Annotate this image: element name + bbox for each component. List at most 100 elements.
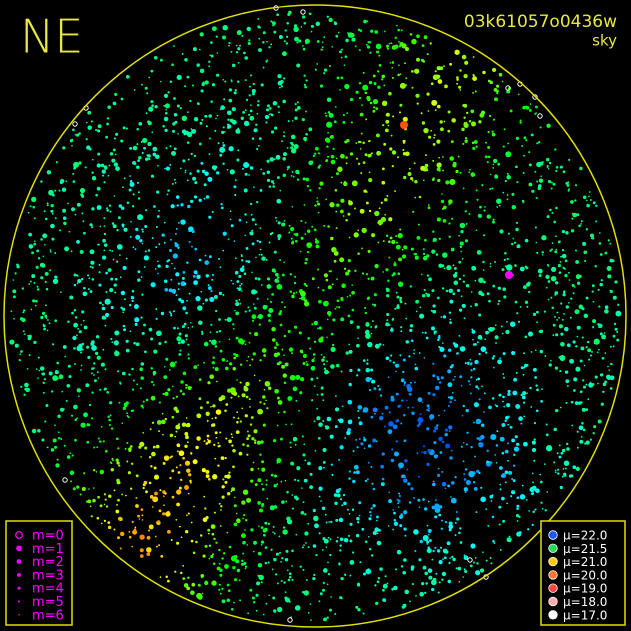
star xyxy=(599,373,604,377)
star xyxy=(341,48,344,51)
star xyxy=(300,219,303,223)
star xyxy=(518,416,523,421)
star xyxy=(246,437,250,440)
star xyxy=(153,55,158,60)
star xyxy=(227,126,230,129)
star xyxy=(400,29,403,32)
star xyxy=(354,269,357,272)
star xyxy=(131,299,134,303)
star xyxy=(405,77,408,80)
star xyxy=(256,297,259,300)
star xyxy=(216,73,220,77)
star xyxy=(365,273,369,276)
star xyxy=(219,108,222,111)
star xyxy=(506,257,509,261)
star xyxy=(422,255,428,261)
star xyxy=(600,402,604,406)
star-field xyxy=(9,5,622,623)
star xyxy=(468,171,471,174)
star xyxy=(506,321,508,323)
star xyxy=(421,582,425,586)
star xyxy=(597,382,599,385)
star xyxy=(277,276,280,279)
star xyxy=(195,540,198,544)
star xyxy=(147,141,152,147)
star xyxy=(163,93,169,99)
star xyxy=(497,286,501,290)
star xyxy=(283,381,287,385)
star xyxy=(70,138,74,142)
star xyxy=(443,409,446,412)
star xyxy=(417,475,420,478)
star xyxy=(236,30,242,36)
star xyxy=(598,326,600,329)
star xyxy=(361,104,363,106)
star xyxy=(150,395,156,401)
star xyxy=(262,304,268,310)
star xyxy=(405,317,408,320)
star xyxy=(616,331,619,333)
star xyxy=(187,158,190,161)
star xyxy=(437,104,441,109)
star xyxy=(539,480,543,484)
star xyxy=(251,596,255,600)
magnitude-label: m=0 xyxy=(32,529,64,544)
star xyxy=(449,557,451,559)
star xyxy=(277,606,283,613)
star xyxy=(327,285,332,290)
star xyxy=(193,117,199,122)
star xyxy=(248,113,251,116)
star xyxy=(218,502,221,505)
star xyxy=(82,220,85,223)
star xyxy=(607,365,609,368)
star xyxy=(322,356,326,359)
star xyxy=(74,316,78,319)
star xyxy=(457,288,461,293)
star xyxy=(244,529,246,531)
star xyxy=(91,226,94,229)
star xyxy=(421,451,423,454)
star xyxy=(21,317,26,323)
star xyxy=(344,573,347,576)
star xyxy=(244,414,248,418)
star xyxy=(290,226,295,232)
star xyxy=(547,280,551,283)
star xyxy=(518,515,521,519)
star xyxy=(179,167,182,170)
star xyxy=(312,576,316,581)
star xyxy=(340,317,345,322)
star xyxy=(232,465,235,469)
star xyxy=(524,335,528,339)
star xyxy=(550,248,554,251)
star xyxy=(543,463,546,465)
star xyxy=(463,317,466,320)
star xyxy=(273,158,276,161)
star xyxy=(250,479,254,483)
star xyxy=(185,417,188,419)
star xyxy=(326,318,329,321)
star xyxy=(431,289,435,293)
star xyxy=(147,121,152,126)
star xyxy=(162,495,165,498)
star xyxy=(504,449,509,454)
star xyxy=(279,189,282,192)
star xyxy=(328,65,331,67)
star xyxy=(95,335,100,339)
star xyxy=(180,281,186,287)
star xyxy=(565,379,570,384)
star xyxy=(74,213,77,216)
star xyxy=(162,392,165,396)
star xyxy=(349,539,353,543)
star xyxy=(326,616,329,619)
star xyxy=(514,264,517,267)
star xyxy=(28,283,31,285)
star xyxy=(586,340,590,344)
star xyxy=(363,436,365,439)
star xyxy=(413,349,416,351)
star xyxy=(585,440,590,445)
star xyxy=(109,152,114,156)
star xyxy=(315,244,320,249)
star xyxy=(106,209,110,212)
star xyxy=(557,468,560,471)
star xyxy=(554,148,557,151)
